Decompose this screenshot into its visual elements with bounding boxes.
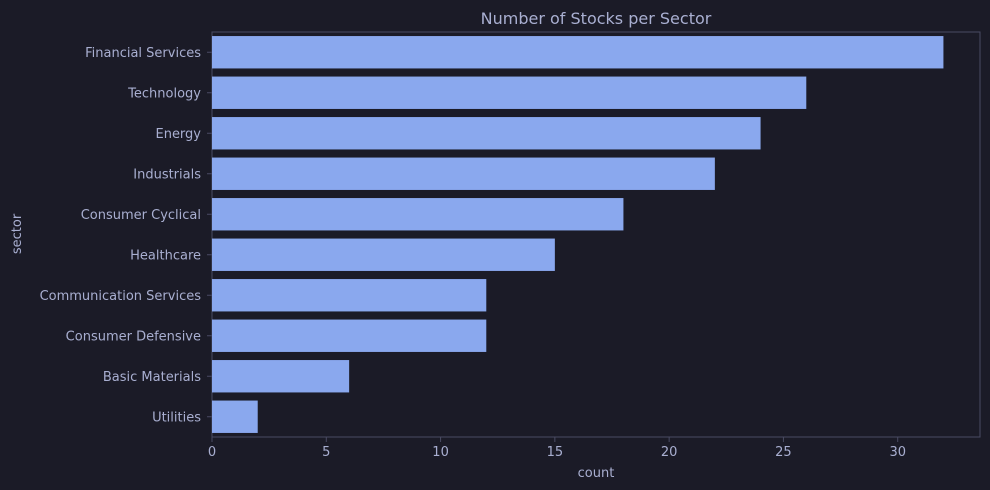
bar-8 xyxy=(212,360,350,393)
y-axis-ticks: Financial Services Technology Energy Indust… xyxy=(40,46,212,425)
y-tick-label: Energy xyxy=(155,127,201,142)
y-axis-title: sector xyxy=(10,213,25,254)
x-tick-label: 0 xyxy=(208,445,216,460)
chart-title: Number of Stocks per Sector xyxy=(481,9,712,28)
y-tick-label: Communication Services xyxy=(40,289,202,304)
x-tick-label: 15 xyxy=(547,445,564,460)
y-tick-label: Consumer Defensive xyxy=(66,329,201,344)
bar-6 xyxy=(212,279,487,312)
bar-0 xyxy=(212,36,944,69)
bar-3 xyxy=(212,157,715,190)
x-tick-label: 30 xyxy=(889,445,906,460)
bar-2 xyxy=(212,117,761,150)
bar-1 xyxy=(212,76,807,109)
y-tick-label: Financial Services xyxy=(85,46,201,61)
x-axis-title: count xyxy=(578,466,615,481)
bar-group xyxy=(212,36,944,433)
y-tick-label: Industrials xyxy=(133,167,201,182)
bar-9 xyxy=(212,400,258,433)
y-tick-label: Utilities xyxy=(152,410,201,425)
x-tick-label: 20 xyxy=(661,445,678,460)
y-tick-label: Consumer Cyclical xyxy=(81,208,201,223)
y-tick-label: Basic Materials xyxy=(103,370,201,385)
bar-7 xyxy=(212,319,487,352)
y-tick-label: Technology xyxy=(127,86,201,101)
y-tick-label: Healthcare xyxy=(130,248,201,263)
x-tick-label: 10 xyxy=(432,445,449,460)
plot-area-frame xyxy=(211,31,981,438)
x-tick-label: 5 xyxy=(322,445,330,460)
x-axis-ticks: 0 5 10 15 20 25 30 xyxy=(208,437,906,460)
bar-4 xyxy=(212,198,624,231)
x-tick-label: 25 xyxy=(775,445,792,460)
bar-5 xyxy=(212,238,555,271)
